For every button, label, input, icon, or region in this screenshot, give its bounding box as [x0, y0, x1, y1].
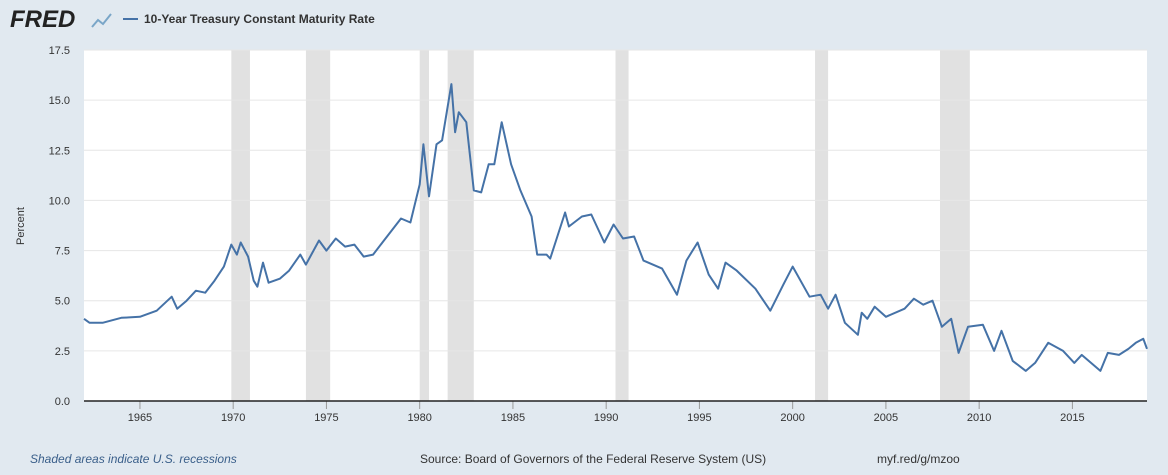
y-tick-label: 2.5: [55, 346, 70, 358]
y-tick-label: 12.5: [49, 145, 70, 157]
y-tick-label: 0.0: [55, 396, 70, 408]
y-tick-label: 5.0: [55, 296, 70, 308]
source: Source: Board of Governors of the Federa…: [420, 452, 766, 466]
y-tick-label: 17.5: [49, 45, 70, 57]
recession-band: [305, 50, 331, 401]
recession-band: [419, 50, 430, 401]
x-tick-label: 1980: [407, 412, 431, 424]
logo: FRED: [10, 6, 75, 33]
x-tick-label: 1975: [314, 412, 338, 424]
y-tick-label: 7.5: [55, 246, 70, 258]
recession-note[interactable]: Shaded areas indicate U.S. recessions: [30, 452, 237, 466]
series-line: [83, 83, 1148, 372]
x-tick-label: 2005: [874, 412, 898, 424]
recession-band: [815, 50, 829, 401]
x-tick-label: 1985: [501, 412, 525, 424]
recession-band: [231, 50, 250, 401]
x-tick-label: 2000: [780, 412, 804, 424]
x-tick-label: 2010: [967, 412, 991, 424]
y-tick-label: 10.0: [49, 195, 70, 207]
x-tick-label: 1965: [128, 412, 152, 424]
y-axis-label: Percent: [15, 207, 27, 245]
x-tick-label: 1970: [221, 412, 245, 424]
x-tick-label: 1995: [687, 412, 711, 424]
recession-band: [447, 50, 474, 401]
x-tick-label: 2015: [1060, 412, 1084, 424]
y-tick-label: 15.0: [49, 95, 70, 107]
x-tick-label: 1990: [594, 412, 618, 424]
short-link[interactable]: myf.red/g/mzoo: [877, 452, 960, 466]
legend-label: 10-Year Treasury Constant Maturity Rate: [144, 12, 375, 26]
recession-band: [615, 50, 629, 401]
recession-band: [939, 50, 970, 401]
logo-icon: [91, 13, 112, 28]
